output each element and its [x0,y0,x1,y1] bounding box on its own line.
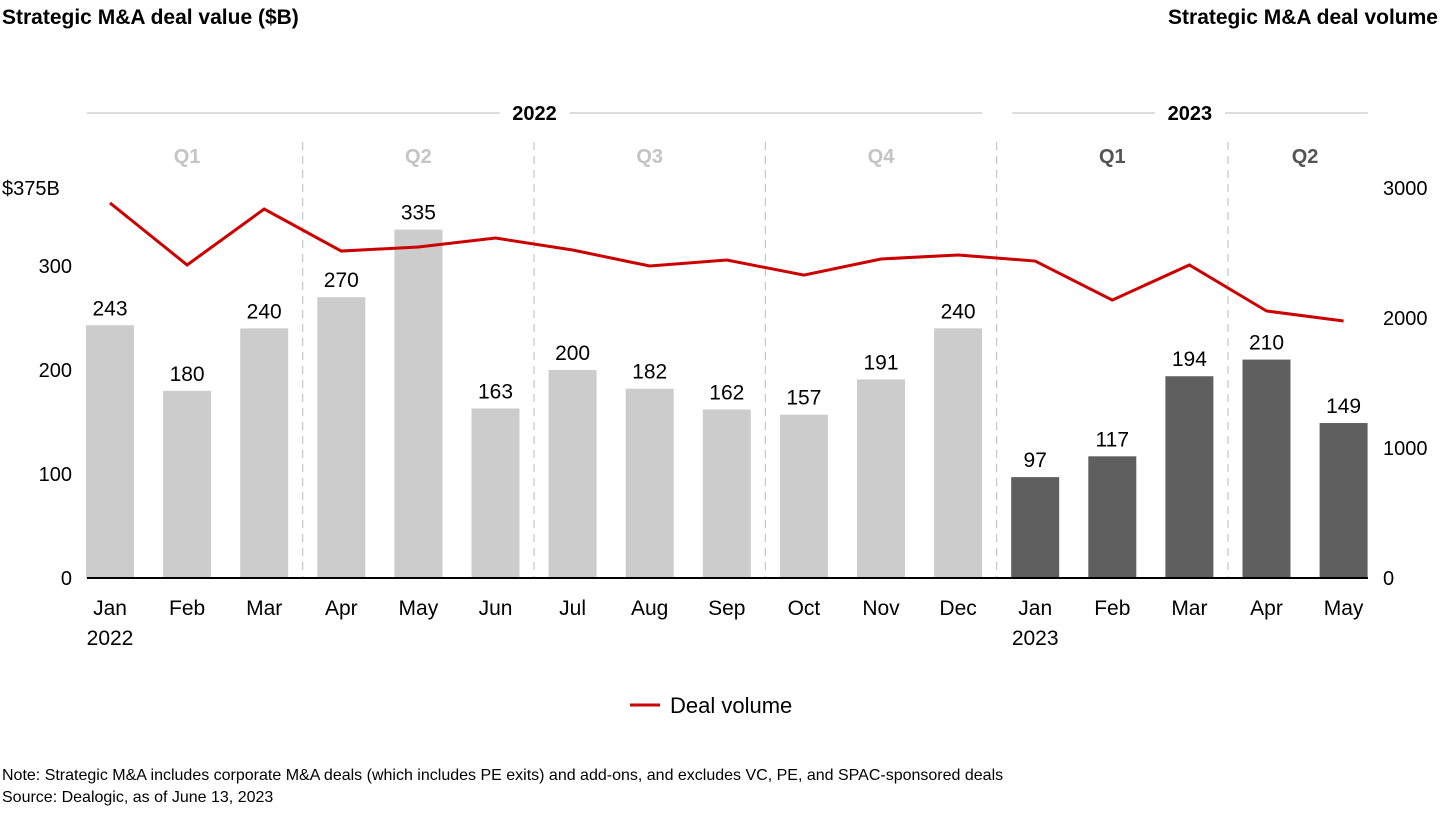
x-tick-label: Apr [325,597,358,620]
left-axis-tick-label: $375B [2,178,60,200]
bar [1088,456,1136,578]
legend: Deal volume [630,693,792,718]
x-tick-label: Dec [939,597,976,620]
right-axis-tick-label: 2000 [1383,308,1428,330]
bar [1165,376,1213,578]
quarter-label: Q1 [1099,146,1126,168]
bar-value-label: 157 [786,387,821,410]
deal-volume-line [110,203,1344,321]
bar-value-label: 240 [247,300,282,323]
year-label: 2022 [512,103,557,125]
bar [549,370,597,578]
x-tick-label: Sep [708,597,745,620]
bar-value-label: 194 [1172,348,1207,371]
bar-value-label: 240 [941,300,976,323]
bar-value-label: 117 [1096,428,1129,451]
bar-value-label: 180 [170,363,205,386]
bar-value-label: 182 [632,361,667,384]
x-tick-sublabel: 2023 [1012,627,1059,650]
legend-label: Deal volume [670,693,792,718]
quarter-label: Q2 [1292,146,1319,168]
left-axis-tick-label: 300 [39,256,72,278]
quarter-label: Q3 [636,146,663,168]
quarter-label: Q1 [174,146,201,168]
right-axis-tick-label: 1000 [1383,438,1428,460]
bar-value-label: 335 [401,202,436,225]
left-axis-tick-label: 200 [39,360,72,382]
left-title: Strategic M&A deal value ($B) [2,6,299,29]
bar [317,297,365,578]
bar [780,415,828,578]
bar [163,391,211,578]
x-tick-label: Jan [93,597,127,620]
bar [934,328,982,578]
right-title: Strategic M&A deal volume [1168,6,1438,29]
bar [86,325,134,578]
bar-value-label: 149 [1326,395,1361,418]
x-tick-label: May [1324,597,1364,620]
x-tick-label: May [399,597,439,620]
bar [703,410,751,578]
x-tick-label: Jul [559,597,586,620]
x-tick-label: Nov [862,597,900,620]
x-tick-label: Mar [1171,597,1207,620]
bar [240,328,288,578]
bar [1243,360,1291,578]
bar-value-label: 97 [1024,449,1047,472]
x-tick-label: Feb [1094,597,1130,620]
right-axis-tick-label: 3000 [1383,178,1428,200]
left-axis-tick-label: 0 [61,568,72,590]
bar [626,389,674,578]
bar-value-label: 200 [555,342,590,365]
quarter-label: Q4 [868,146,896,168]
source-text: Source: Dealogic, as of June 13, 2023 [2,789,273,806]
bar-value-label: 163 [478,380,513,403]
left-axis-tick-label: 100 [39,464,72,486]
bar [857,379,905,578]
bar-value-label: 243 [92,297,127,320]
x-tick-label: Feb [169,597,205,620]
x-tick-label: Jun [479,597,513,620]
x-tick-label: Jan [1018,597,1052,620]
bar [1320,423,1368,578]
x-tick-label: Apr [1250,597,1283,620]
bar-value-label: 210 [1249,332,1284,355]
bar-value-label: 162 [709,382,744,405]
bar-value-label: 270 [324,269,359,292]
x-tick-label: Oct [788,597,821,620]
quarter-label: Q2 [405,146,432,168]
x-tick-label: Mar [246,597,282,620]
bar-value-label: 191 [863,351,898,374]
year-label: 2023 [1168,103,1213,125]
bar [1011,477,1059,578]
right-axis-tick-label: 0 [1383,568,1394,590]
x-tick-label: Aug [631,597,668,620]
bar [394,230,442,578]
bar [472,408,520,578]
note-text: Note: Strategic M&A includes corporate M… [2,767,1003,784]
x-tick-sublabel: 2022 [87,627,134,650]
